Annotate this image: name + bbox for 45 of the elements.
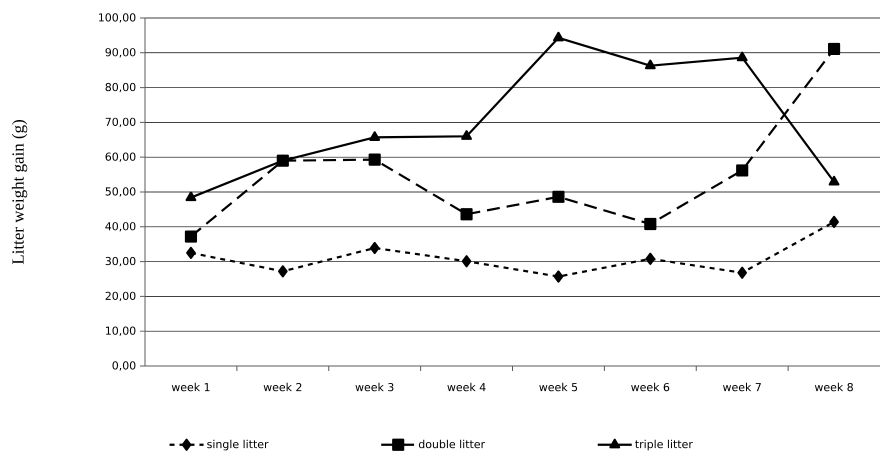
point bbox=[462, 255, 472, 268]
point bbox=[370, 242, 380, 254]
point bbox=[552, 190, 565, 203]
point bbox=[184, 230, 198, 243]
x-tick-label: week 4 bbox=[447, 382, 486, 392]
point bbox=[828, 42, 840, 56]
x-tick-label: week 1 bbox=[172, 382, 210, 392]
y-axis-title: Litter weight gain (g) bbox=[12, 120, 28, 264]
x-tick-label: week 8 bbox=[814, 382, 853, 392]
y-tick-label: 60,00 bbox=[106, 152, 136, 162]
y-tick-label: 80,00 bbox=[106, 82, 136, 92]
y-tick-label: 0,00 bbox=[112, 361, 136, 371]
y-tick-label: 90,00 bbox=[105, 48, 136, 58]
point bbox=[736, 164, 748, 176]
point bbox=[644, 60, 656, 70]
point bbox=[186, 191, 196, 202]
legend-label: triple litter bbox=[635, 440, 693, 450]
y-tick-label: 50,00 bbox=[106, 187, 136, 197]
point bbox=[554, 270, 564, 283]
x-tick-label: week 6 bbox=[631, 382, 670, 392]
y-tick-label: 70,00 bbox=[106, 118, 136, 128]
point bbox=[460, 208, 473, 220]
point bbox=[461, 130, 472, 140]
point bbox=[829, 216, 839, 228]
y-tick-label: 10,00 bbox=[106, 326, 136, 336]
point bbox=[553, 32, 564, 42]
x-tick-label: week 3 bbox=[356, 382, 394, 392]
x-tick-label: week 7 bbox=[723, 382, 761, 392]
point bbox=[828, 176, 840, 186]
point bbox=[368, 154, 381, 166]
legend-label: double litter bbox=[418, 440, 486, 448]
point bbox=[369, 131, 380, 141]
point bbox=[278, 265, 288, 278]
point bbox=[186, 246, 196, 259]
legend-label: single litter bbox=[207, 440, 269, 450]
point bbox=[737, 266, 748, 279]
y-tick-label: 20,00 bbox=[106, 292, 136, 302]
x-tick-label: week 5 bbox=[539, 382, 578, 392]
point bbox=[644, 218, 656, 230]
y-tick-label: 100,00 bbox=[99, 13, 136, 23]
point bbox=[645, 252, 656, 265]
y-tick-label: 30,00 bbox=[106, 256, 136, 266]
y-tick-label: 40,00 bbox=[105, 222, 136, 232]
x-tick-label: week 2 bbox=[264, 382, 302, 392]
point bbox=[736, 52, 748, 62]
